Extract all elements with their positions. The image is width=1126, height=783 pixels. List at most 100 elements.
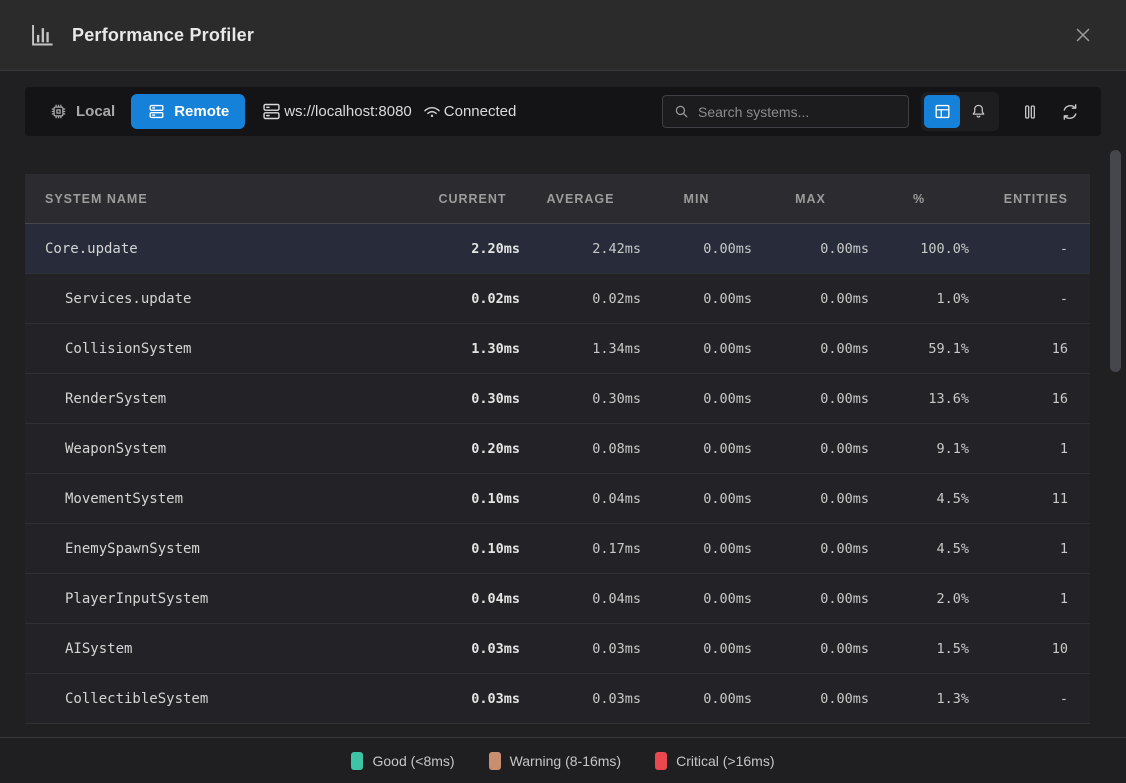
table-row[interactable]: WeaponSystem 0.20ms 0.08ms 0.00ms 0.00ms…: [25, 424, 1090, 474]
bar-chart-icon: [28, 22, 55, 49]
cell-min: 0.00ms: [703, 340, 752, 357]
cell-system-name: AISystem: [65, 640, 133, 657]
cell-average: 2.42ms: [592, 240, 641, 257]
cell-percent: 9.1%: [936, 440, 969, 457]
cell-percent: 100.0%: [920, 240, 969, 257]
column-header-entities[interactable]: ENTITIES: [1003, 191, 1068, 206]
cell-current: 0.03ms: [471, 690, 520, 707]
bell-icon: [969, 102, 988, 121]
cell-entities: -: [1059, 290, 1068, 307]
column-header-current[interactable]: CURRENT: [438, 191, 507, 206]
cell-system-name: Services.update: [65, 290, 192, 307]
column-header-percent[interactable]: %: [912, 191, 926, 206]
toolbar: Local Remote ws://localhost:8080: [25, 87, 1101, 136]
search-input[interactable]: [698, 103, 898, 120]
cell-average: 0.17ms: [592, 540, 641, 557]
column-header-max[interactable]: MAX: [795, 191, 826, 206]
cell-min: 0.00ms: [703, 690, 752, 707]
cell-min: 0.00ms: [703, 490, 752, 507]
column-header-system-name[interactable]: SYSTEM NAME: [45, 191, 148, 206]
page-title: Performance Profiler: [72, 24, 255, 45]
legend-label: Warning (8-16ms): [509, 752, 622, 769]
close-button[interactable]: [1068, 20, 1098, 50]
table-row[interactable]: CollisionSystem 1.30ms 1.34ms 0.00ms 0.0…: [25, 324, 1090, 374]
cell-max: 0.00ms: [820, 490, 869, 507]
cell-system-name: CollisionSystem: [65, 340, 192, 357]
pause-button[interactable]: [1013, 95, 1047, 129]
local-mode-label: Local: [76, 103, 116, 120]
title-bar: Performance Profiler: [0, 0, 1126, 71]
connection-url: ws://localhost:8080: [261, 101, 412, 122]
cell-current: 0.02ms: [471, 290, 520, 307]
cell-max: 0.00ms: [820, 640, 869, 657]
cell-system-name: MovementSystem: [65, 490, 184, 507]
systems-table: SYSTEM NAME CURRENT AVERAGE MIN MAX % EN…: [25, 174, 1090, 724]
cell-entities: 1: [1059, 590, 1068, 607]
cell-average: 0.04ms: [592, 590, 641, 607]
table-row[interactable]: MovementSystem 0.10ms 0.04ms 0.00ms 0.00…: [25, 474, 1090, 524]
table-row[interactable]: RenderSystem 0.30ms 0.30ms 0.00ms 0.00ms…: [25, 374, 1090, 424]
cell-min: 0.00ms: [703, 640, 752, 657]
cell-max: 0.00ms: [820, 240, 869, 257]
search-box: [662, 95, 909, 128]
legend-item: Warning (8-16ms): [488, 751, 622, 770]
cell-average: 0.03ms: [592, 640, 641, 657]
cell-system-name: EnemySpawnSystem: [65, 540, 200, 557]
legend-swatch: [488, 751, 501, 770]
legend-swatch: [655, 751, 668, 770]
cell-entities: 16: [1051, 390, 1068, 407]
refresh-button[interactable]: [1053, 95, 1087, 129]
cell-max: 0.00ms: [820, 440, 869, 457]
table-row[interactable]: EnemySpawnSystem 0.10ms 0.17ms 0.00ms 0.…: [25, 524, 1090, 574]
cell-system-name: PlayerInputSystem: [65, 590, 209, 607]
remote-mode-label: Remote: [174, 103, 230, 120]
cell-current: 0.03ms: [471, 640, 520, 657]
cell-entities: 1: [1059, 440, 1068, 457]
table-row[interactable]: Core.update 2.20ms 2.42ms 0.00ms 0.00ms …: [25, 224, 1090, 274]
remote-mode-button[interactable]: Remote: [131, 94, 246, 129]
cell-percent: 4.5%: [936, 490, 969, 507]
cell-max: 0.00ms: [820, 690, 869, 707]
cell-min: 0.00ms: [703, 590, 752, 607]
connection-status: Connected: [422, 102, 516, 122]
cell-current: 0.04ms: [471, 590, 520, 607]
connection-url-text: ws://localhost:8080: [284, 103, 412, 120]
column-header-min[interactable]: MIN: [683, 191, 710, 206]
search-icon: [673, 103, 690, 120]
cell-average: 0.04ms: [592, 490, 641, 507]
view-toggle-group: [921, 92, 999, 131]
table-row[interactable]: AISystem 0.03ms 0.03ms 0.00ms 0.00ms 1.5…: [25, 624, 1090, 674]
cell-min: 0.00ms: [703, 440, 752, 457]
table-header-row: SYSTEM NAME CURRENT AVERAGE MIN MAX % EN…: [25, 174, 1090, 224]
cell-percent: 4.5%: [936, 540, 969, 557]
table-layout-icon: [933, 102, 952, 121]
cell-average: 0.03ms: [592, 690, 641, 707]
table-row[interactable]: Services.update 0.02ms 0.02ms 0.00ms 0.0…: [25, 274, 1090, 324]
column-header-average[interactable]: AVERAGE: [546, 191, 615, 206]
table-view-button[interactable]: [924, 95, 960, 128]
alerts-button[interactable]: [960, 95, 996, 128]
table-row[interactable]: PlayerInputSystem 0.04ms 0.04ms 0.00ms 0…: [25, 574, 1090, 624]
cell-percent: 1.3%: [936, 690, 969, 707]
vertical-scrollbar-thumb[interactable]: [1110, 150, 1121, 372]
table-body: Core.update 2.20ms 2.42ms 0.00ms 0.00ms …: [25, 224, 1090, 724]
table-row[interactable]: CollectibleSystem 0.03ms 0.03ms 0.00ms 0…: [25, 674, 1090, 724]
cell-max: 0.00ms: [820, 590, 869, 607]
cell-current: 0.20ms: [471, 440, 520, 457]
cell-min: 0.00ms: [703, 390, 752, 407]
local-mode-button[interactable]: Local: [39, 94, 125, 129]
cell-current: 0.10ms: [471, 490, 520, 507]
cell-min: 0.00ms: [703, 540, 752, 557]
cell-current: 0.10ms: [471, 540, 520, 557]
cell-min: 0.00ms: [703, 290, 752, 307]
cell-percent: 59.1%: [928, 340, 969, 357]
legend-item: Good (<8ms): [351, 751, 455, 770]
cell-max: 0.00ms: [820, 540, 869, 557]
cell-max: 0.00ms: [820, 290, 869, 307]
cell-current: 2.20ms: [471, 240, 520, 257]
cell-percent: 1.5%: [936, 640, 969, 657]
server-icon: [261, 101, 282, 122]
cell-max: 0.00ms: [820, 390, 869, 407]
cell-entities: -: [1059, 240, 1068, 257]
